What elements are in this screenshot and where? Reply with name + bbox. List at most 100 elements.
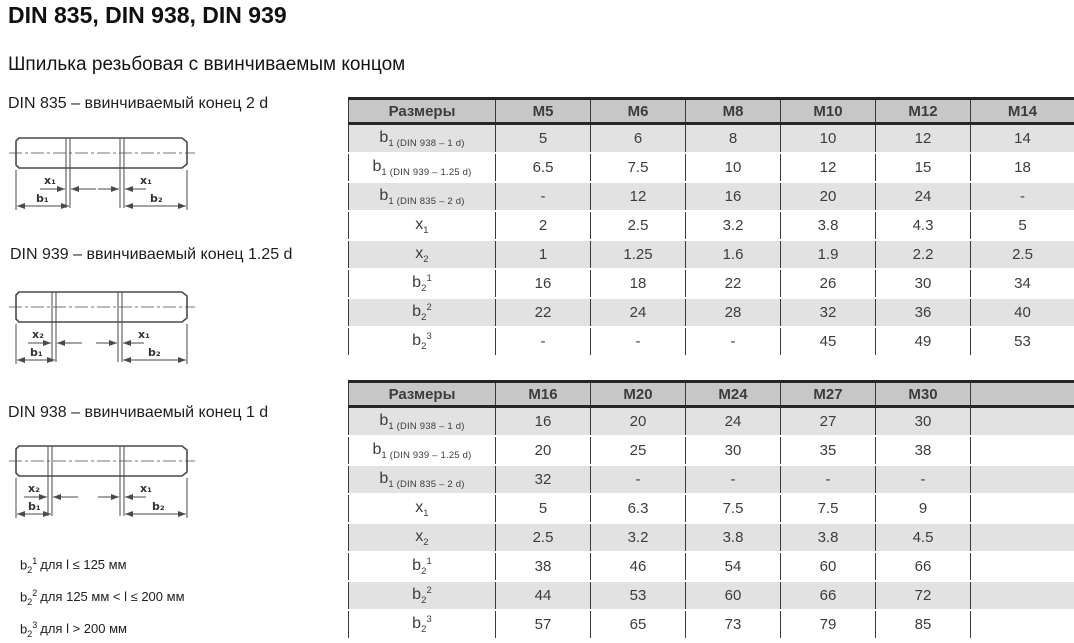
table-cell: 30 — [685, 436, 781, 466]
table-cell: 6.5 — [495, 153, 591, 183]
column-header: M5 — [495, 97, 591, 125]
table-row: b22 44 53 60 66 72 — [348, 581, 1074, 611]
dim-label-x-right: x₁ — [140, 174, 152, 187]
table-cell: 16 — [495, 269, 591, 299]
table-cell — [970, 523, 1074, 553]
label-sub: 2 — [27, 596, 33, 607]
dim-label-x-right: x₁ — [138, 328, 150, 341]
column-header: M30 — [875, 380, 971, 408]
label-base: b — [372, 157, 382, 175]
label-base: b — [20, 589, 28, 605]
label-sup: 1 — [426, 273, 432, 284]
column-header: M16 — [495, 380, 591, 408]
label-sub: 1 (DIN 835 – 2 d) — [388, 195, 465, 207]
table-row: b1 (DIN 939 – 1.25 d) 20 25 30 35 38 — [348, 436, 1074, 466]
table-cell: 60 — [685, 581, 781, 611]
table-cell: 73 — [685, 610, 781, 640]
dimension-table-m5-m14: Размеры M5 M6 M8 M10 M12 M14 b1 (DIN 938 – 1 d)… — [348, 97, 1074, 357]
table-cell: 2.5 — [970, 240, 1074, 270]
table-row: x1 2 2.5 3.2 3.8 4.3 5 — [348, 211, 1074, 241]
page-title: DIN 835, DIN 938, DIN 939 — [8, 2, 287, 28]
column-header: M8 — [685, 97, 781, 125]
column-header — [970, 380, 1074, 408]
table-cell: 45 — [780, 327, 876, 357]
table-header-row: Размеры M5 M6 M8 M10 M12 M14 — [348, 97, 1074, 125]
table-cell: 40 — [970, 298, 1074, 328]
table-cell: 32 — [780, 298, 876, 328]
dim-label-x-left: x₂ — [28, 482, 40, 495]
table-cell: 24 — [875, 182, 971, 212]
table-cell: 66 — [875, 552, 971, 582]
label-base: b — [412, 615, 422, 632]
label-sub: 2 — [27, 628, 33, 639]
label-base: b — [372, 440, 382, 458]
table-cell: 16 — [495, 406, 591, 437]
table-cell — [970, 581, 1074, 611]
table-cell: 7.5 — [685, 494, 781, 524]
table-cell: 6 — [590, 123, 686, 154]
table-cell: 5 — [495, 494, 591, 524]
label-sub: 2 — [27, 564, 33, 575]
label-base: x — [415, 215, 424, 233]
label-base: x — [415, 244, 424, 262]
dim-label-b2: b₂ — [148, 346, 161, 359]
row-label: x1 — [348, 494, 496, 524]
label-base: b — [412, 586, 422, 603]
table-cell: 12 — [780, 153, 876, 183]
table-header-row: Размеры M16 M20 M24 M27 M30 — [348, 380, 1074, 408]
table-cell: 46 — [590, 552, 686, 582]
table-cell: 7.5 — [780, 494, 876, 524]
table-cell: - — [970, 182, 1074, 212]
label-sup: 3 — [426, 331, 432, 342]
table-cell: 14 — [970, 123, 1074, 154]
footnote-text: для 125 мм < l ≤ 200 мм — [40, 589, 185, 605]
column-header: Размеры — [348, 380, 496, 408]
table-cell: - — [875, 465, 971, 495]
table-cell: 66 — [780, 581, 876, 611]
table-cell: 2 — [495, 211, 591, 241]
label-sup: 2 — [426, 302, 432, 313]
label-sup: 2 — [426, 585, 432, 596]
label-base: b — [412, 557, 422, 574]
label-sub: 1 (DIN 835 – 2 d) — [388, 478, 465, 490]
table-row: x2 2.5 3.2 3.8 3.8 4.5 — [348, 523, 1074, 553]
table-cell — [970, 406, 1074, 437]
column-header: M10 — [780, 97, 876, 125]
label-sub: 1 (DIN 939 – 1.25 d) — [381, 166, 472, 178]
table-row: b1 (DIN 835 – 2 d) 32- - - - — [348, 465, 1074, 495]
din938-stud-drawing: x₂ x₁ b₁ b₂ — [9, 445, 195, 518]
table-cell: 34 — [970, 269, 1074, 299]
footnote-b2-1: b21 для l ≤ 125 мм — [20, 556, 127, 575]
label-base: x — [415, 527, 424, 545]
table-cell: 12 — [590, 182, 686, 212]
table-cell: 53 — [970, 327, 1074, 357]
row-label: b1 (DIN 939 – 1.25 d) — [348, 436, 496, 466]
table-cell: 1.9 — [780, 240, 876, 270]
row-label: x2 — [348, 523, 496, 553]
table-cell: 3.2 — [590, 523, 686, 553]
table-cell: 20 — [495, 436, 591, 466]
table-cell: 44 — [495, 581, 591, 611]
dim-label-x-left: x₁ — [44, 174, 56, 187]
column-header: M14 — [970, 97, 1074, 125]
table-cell: - — [780, 465, 876, 495]
table-row: b1 (DIN 939 – 1.25 d) 6.5 7.5 10 12 15 18 — [348, 153, 1074, 183]
din939-stud-drawing: x₂ x₁ b₁ b₂ — [9, 291, 195, 364]
table-cell: 20 — [780, 182, 876, 212]
footnote-text: для l > 200 мм — [40, 621, 127, 637]
table-cell: 38 — [495, 552, 591, 582]
table-cell: 18 — [970, 153, 1074, 183]
label-base: b — [379, 469, 389, 487]
table-cell: 54 — [685, 552, 781, 582]
label-sub: 2 — [421, 312, 427, 323]
label-base: b — [412, 303, 422, 320]
label-sub: 1 — [423, 507, 429, 519]
row-label: b22 — [348, 298, 496, 328]
table-cell: 1.25 — [590, 240, 686, 270]
row-label: b21 — [348, 269, 496, 299]
table-cell: 4.3 — [875, 211, 971, 241]
label-base: b — [20, 621, 28, 637]
label-sup: 3 — [426, 614, 432, 625]
label-sub: 2 — [421, 341, 427, 352]
table-cell: 22 — [685, 269, 781, 299]
